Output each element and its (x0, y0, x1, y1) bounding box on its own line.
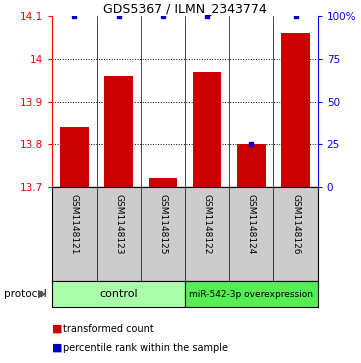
Text: ▶: ▶ (38, 289, 47, 299)
Text: GSM1148125: GSM1148125 (158, 195, 168, 255)
Bar (281, 33, 310, 187)
Text: GSM1148123: GSM1148123 (114, 195, 123, 255)
Text: control: control (99, 289, 138, 299)
Bar (237, 144, 266, 187)
Text: ■: ■ (52, 343, 63, 353)
Text: ■: ■ (52, 323, 63, 334)
Text: GSM1148122: GSM1148122 (203, 195, 212, 255)
Bar (185, 281, 318, 307)
Text: percentile rank within the sample: percentile rank within the sample (63, 343, 228, 353)
Bar (52, 281, 185, 307)
Text: protocol: protocol (4, 289, 46, 299)
Bar (104, 76, 133, 187)
Text: GSM1148121: GSM1148121 (70, 195, 79, 255)
Bar (193, 72, 222, 187)
Text: transformed count: transformed count (63, 323, 154, 334)
Text: GSM1148124: GSM1148124 (247, 195, 256, 255)
Bar (60, 127, 89, 187)
Title: GDS5367 / ILMN_2343774: GDS5367 / ILMN_2343774 (103, 2, 267, 15)
Bar (148, 178, 177, 187)
Text: miR-542-3p overexpression: miR-542-3p overexpression (190, 290, 313, 298)
Text: GSM1148126: GSM1148126 (291, 195, 300, 255)
